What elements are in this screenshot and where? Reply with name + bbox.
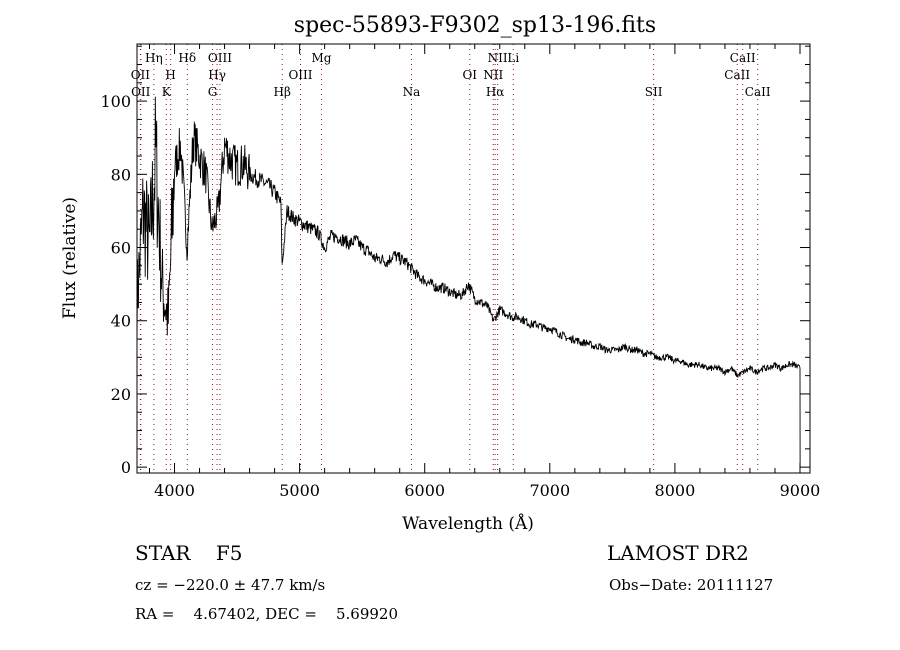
y-axis-label: Flux (relative) [60, 197, 80, 319]
y-tick-label: 0 [121, 458, 131, 477]
x-tick-label: 9000 [780, 481, 821, 500]
line-label: H [165, 68, 175, 82]
line-label: Li [507, 51, 519, 65]
line-label: CaII [724, 68, 750, 82]
chart-title: spec-55893-F9302_sp13-196.fits [294, 13, 656, 38]
line-label: CaII [730, 51, 756, 65]
line-label: OI [462, 68, 477, 82]
x-tick-label: 8000 [655, 481, 696, 500]
line-label: OIII [288, 68, 312, 82]
spectral-line-markers: HηHδOIIIMgNIILiCaIIOIIHHγOIIIOINIICaIIOI… [131, 44, 771, 473]
obs-date: Obs−Date: 20111127 [609, 576, 773, 594]
plot-frame [136, 43, 811, 474]
y-tick-label: 100 [100, 92, 131, 111]
x-tick-label: 6000 [404, 481, 445, 500]
x-tick-label: 4000 [154, 481, 195, 500]
line-label: Hβ [274, 85, 291, 99]
line-label: Hγ [208, 68, 226, 82]
survey-name: LAMOST DR2 [607, 541, 749, 565]
y-tick-label: 80 [111, 165, 131, 184]
line-label: OIII [208, 51, 232, 65]
x-tick-label: 7000 [529, 481, 570, 500]
line-label: NII [483, 68, 503, 82]
line-label: Hδ [178, 51, 196, 65]
line-label: K [162, 85, 172, 99]
line-label: OII [131, 85, 151, 99]
x-tick-label: 5000 [279, 481, 320, 500]
line-label: G [208, 85, 218, 99]
coordinates: RA = 4.67402, DEC = 5.69920 [135, 605, 398, 623]
y-tick-label: 60 [111, 239, 131, 258]
y-tick-label: 20 [111, 385, 131, 404]
spectrum-line [136, 96, 801, 468]
y-tick-label: 40 [111, 312, 131, 331]
axes: 4000 5000 6000 7000 8000 9000 0 20 40 60 80 100 [100, 43, 821, 500]
line-label: SII [645, 85, 663, 99]
x-axis-label: Wavelength (Å) [402, 513, 534, 534]
line-label: Mg [312, 51, 332, 65]
redshift-cz: cz = −220.0 ± 47.7 km/s [135, 576, 325, 594]
line-label: Na [403, 85, 421, 99]
line-label: Hα [486, 85, 505, 99]
line-label: NII [488, 51, 508, 65]
line-label: CaII [745, 85, 771, 99]
object-class: STAR F5 [135, 541, 242, 565]
line-label: Hη [145, 51, 163, 65]
